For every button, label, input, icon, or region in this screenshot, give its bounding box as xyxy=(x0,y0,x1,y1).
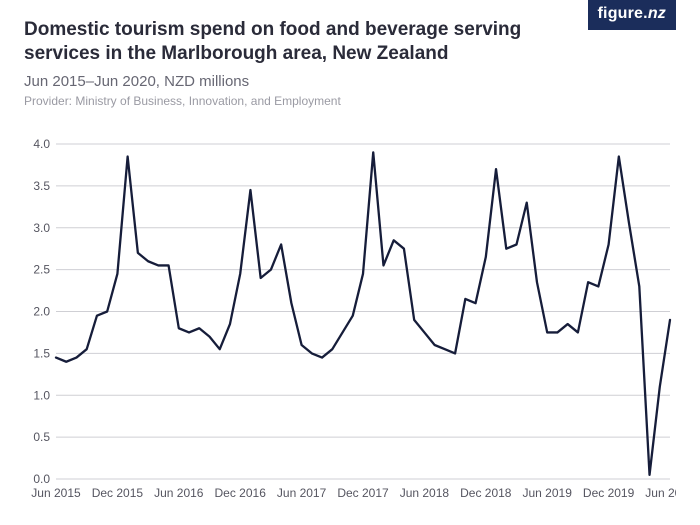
chart-area: 0.0 0.5 1.0 1.5 2.0 2.5 3.0 3.5 4.0 Jun 2015 Dec 2… xyxy=(24,138,676,505)
x-tick-label: Dec 2018 xyxy=(460,486,512,500)
line-chart: 0.0 0.5 1.0 1.5 2.0 2.5 3.0 3.5 4.0 Jun 2015 Dec 2… xyxy=(24,138,676,505)
y-tick-label: 0.5 xyxy=(33,430,50,444)
x-tick-label: Jun 2020 xyxy=(645,486,676,500)
chart-title: Domestic tourism spend on food and bever… xyxy=(24,18,584,67)
y-tick-label: 4.0 xyxy=(33,138,50,151)
y-tick-label: 3.0 xyxy=(33,221,50,235)
x-tick-label: Dec 2015 xyxy=(92,486,144,500)
logo-text-figure: figure. xyxy=(598,5,648,22)
x-tick-label: Jun 2017 xyxy=(277,486,327,500)
x-tick-label: Jun 2015 xyxy=(31,486,81,500)
x-tick-label: Jun 2016 xyxy=(154,486,204,500)
series-line xyxy=(56,152,670,474)
logo-text-nz: nz xyxy=(648,5,666,22)
x-tick-label: Jun 2018 xyxy=(400,486,450,500)
chart-subtitle: Jun 2015–Jun 2020, NZD millions xyxy=(24,73,676,90)
y-tick-label: 2.5 xyxy=(33,263,50,277)
y-tick-label: 0.0 xyxy=(33,472,50,486)
y-tick-label: 2.0 xyxy=(33,305,50,319)
y-tick-label: 1.0 xyxy=(33,388,50,402)
x-tick-label: Dec 2016 xyxy=(215,486,267,500)
y-tick-label: 3.5 xyxy=(33,179,50,193)
figure-nz-logo: figure.nz xyxy=(588,0,676,30)
y-tick-label: 1.5 xyxy=(33,346,50,360)
x-tick-label: Dec 2017 xyxy=(337,486,389,500)
chart-provider: Provider: Ministry of Business, Innovati… xyxy=(24,94,676,108)
x-tick-label: Jun 2019 xyxy=(523,486,573,500)
x-tick-label: Dec 2019 xyxy=(583,486,635,500)
